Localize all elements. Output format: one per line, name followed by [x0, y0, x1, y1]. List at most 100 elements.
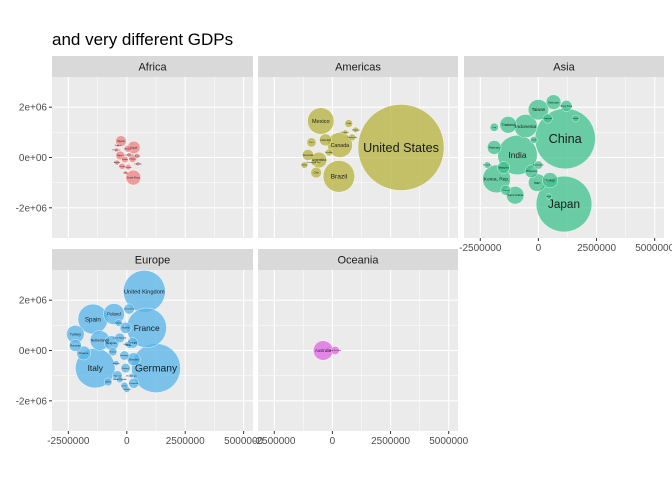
bubble-label: Zambia [115, 145, 123, 147]
bubble-label: New Zealand [329, 350, 341, 352]
bubble-point [524, 164, 539, 179]
bubble-label: Germany [135, 364, 178, 375]
bubble-label: Malaysia [499, 166, 510, 169]
bubble-point [348, 133, 356, 142]
bubble-point [535, 175, 593, 233]
bubble-label: Iceland [124, 344, 130, 346]
bubble-label: Uganda [135, 163, 143, 165]
bubble-point [129, 373, 134, 378]
bubble-label: Thailand [501, 123, 515, 127]
x-tick-label: 2500000 [371, 436, 410, 447]
bubble-point [108, 347, 118, 357]
bubble-point [119, 322, 132, 334]
bubble-point [571, 114, 580, 123]
bubble-label: Colombia [320, 139, 331, 142]
bubble-point [124, 144, 132, 153]
bubble-label: Tunisia [125, 167, 132, 169]
bubble-point [310, 159, 317, 166]
y-tick-label: 0e+00 [19, 153, 48, 164]
bubble-label: Serbia [105, 382, 112, 384]
bubble-point [487, 140, 502, 155]
bubble-label: Australia [315, 348, 332, 353]
bubble-label: Libya [123, 172, 129, 174]
x-tick-label: 0 [330, 436, 336, 447]
bubble-point [342, 129, 348, 136]
bubble-point [500, 184, 512, 196]
bubble-label: Iran [534, 181, 540, 185]
bubble-label: Bulgaria [115, 323, 123, 325]
x-tick-label: 0 [536, 243, 542, 254]
bubble-label: Bolivia [302, 165, 309, 167]
facet-europe: Europe Germany United Kingdom France Italy Sp… [16, 249, 264, 447]
bubble-group: United States Brazil Mexico Canada Argentina… [301, 104, 445, 193]
bubble-label: Canada [331, 143, 350, 149]
bubble-label: Pakistan [489, 145, 501, 149]
bubble-label: Cameroon [124, 155, 133, 157]
bubble-point [499, 116, 517, 134]
y-tick-label: 2e+06 [19, 103, 48, 114]
bubble-label: Philippines [526, 171, 538, 173]
bubble-point [103, 377, 113, 387]
bubble-point [125, 164, 132, 171]
bubble-label: Japan [548, 198, 580, 211]
bubble-label: Nigeria [117, 140, 125, 143]
bubble-label: Dominican Rep. [307, 162, 322, 164]
bubble-label: South Africa [127, 176, 140, 179]
bubble-point [530, 136, 538, 144]
bubble-point [134, 153, 140, 159]
bubble-point [545, 193, 552, 200]
bubble-point [330, 346, 340, 355]
bubble-point [301, 161, 308, 169]
bubble-point [325, 148, 333, 157]
bubble-label: Ethiopia [129, 158, 137, 161]
bubble-label: Egypt [130, 145, 137, 149]
x-tick-label: 5000000 [635, 243, 672, 254]
x-tick-label: -2500000 [459, 243, 502, 254]
bubble-label: Kenya [119, 166, 126, 168]
bubble-label: Norway [114, 374, 122, 377]
facet-strip [52, 56, 253, 77]
bubble-point [344, 119, 353, 128]
x-tick-label: 5000000 [429, 436, 468, 447]
bubble-group: Germany United Kingdom France Italy Spain Pol… [66, 270, 181, 393]
bubble-label: Hong Kong [560, 106, 572, 108]
bubble-point [527, 99, 549, 121]
bubble-point [302, 149, 314, 161]
bubble-label: Iraq [493, 127, 496, 129]
bubble-point [483, 161, 491, 169]
bubble-point [123, 303, 135, 315]
bubble-label: Ghana [134, 156, 141, 158]
bubble-label: Austria [122, 327, 130, 330]
y-tick-label: 0e+00 [19, 346, 48, 357]
bubble-point [114, 319, 123, 327]
bubble-label: Belgium [106, 341, 117, 345]
bubble-point [113, 360, 120, 366]
facet-strip [258, 56, 458, 77]
bubble-label: Ireland [110, 351, 116, 353]
bubble-label: Brazil [331, 174, 348, 181]
bubble-group: South Africa Egypt Nigeria Algeria Morocco Et… [112, 135, 143, 186]
bubble-label: Angola [114, 161, 121, 164]
facet-strip-label: Africa [138, 62, 167, 74]
bubble-point [322, 160, 355, 193]
bubble-point [306, 137, 317, 148]
x-tick-label: -2500000 [253, 436, 296, 447]
bubble-label: Finland [122, 368, 129, 370]
bubble-label: Tanzania [112, 150, 121, 152]
bubble-point [123, 386, 131, 393]
bubble-point [126, 152, 132, 158]
bubble-label: Korea, Rep. [484, 177, 510, 183]
bubble-label: Poland [107, 312, 121, 317]
y-tick-label: -2e+06 [16, 203, 48, 214]
bubble-point [319, 133, 332, 147]
bubble-label: Slovak Republic [113, 379, 127, 381]
bubble-label: Slovenia [123, 389, 132, 391]
bubble-label: Turkey [70, 332, 81, 336]
bubble-point [560, 100, 573, 112]
bubble-point [119, 350, 130, 361]
bubble-label: Italy [88, 363, 104, 373]
bubble-label: Mexico [312, 119, 330, 125]
bubble-label: Taiwan [532, 107, 546, 112]
